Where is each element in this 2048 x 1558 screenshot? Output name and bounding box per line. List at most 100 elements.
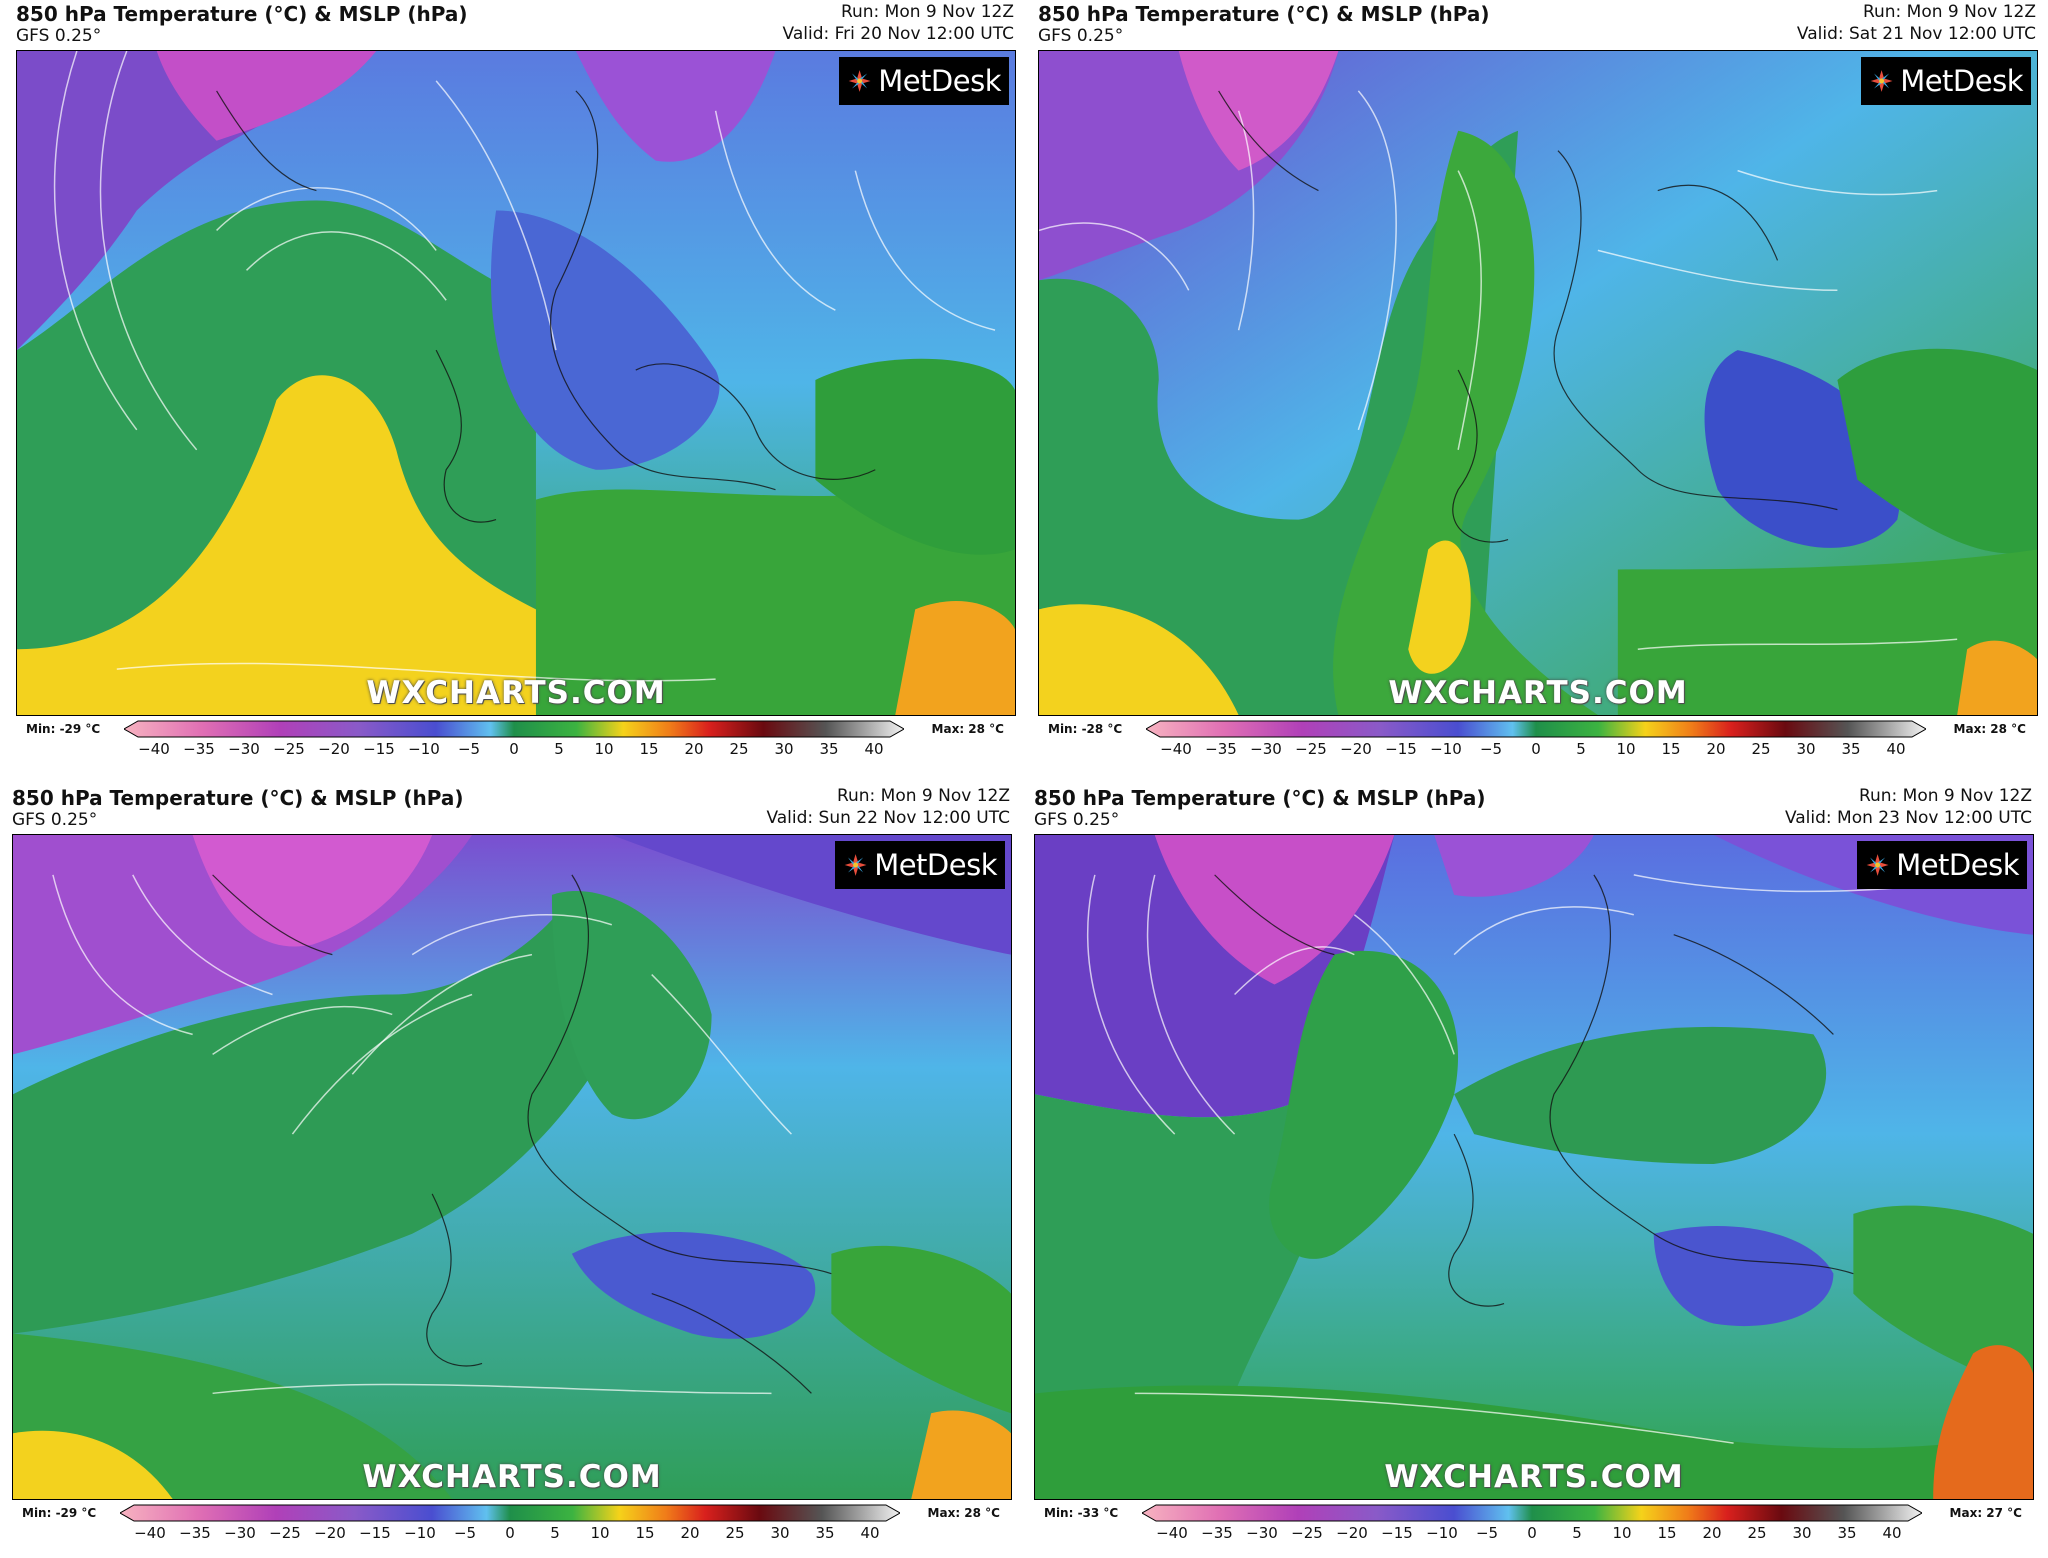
- colorbar-scale: [120, 1504, 900, 1522]
- chart-panel-1: 850 hPa Temperature (°C) & MSLP (hPa) GF…: [12, 0, 1022, 760]
- colorbar-tick-label: 40: [864, 740, 884, 758]
- colorbar-tick-label: −40: [1156, 1524, 1188, 1542]
- colorbar-tick-label: −10: [1430, 740, 1462, 758]
- colorbar-tick-label: 5: [554, 740, 564, 758]
- colorbar-tick-label: −25: [1295, 740, 1327, 758]
- min-temp-label: Min: -29 °C: [22, 1506, 97, 1520]
- colorbar-tick-label: −35: [1201, 1524, 1233, 1542]
- temperature-field: [17, 51, 1015, 715]
- colorbar-tick-label: 20: [1702, 1524, 1722, 1542]
- colorbar-tick-label: 0: [1531, 740, 1541, 758]
- valid-time-label: Valid: Fri 20 Nov 12:00 UTC: [782, 24, 1014, 44]
- colorbar-tick-label: −15: [1385, 740, 1417, 758]
- colorbar-tick-label: −15: [1381, 1524, 1413, 1542]
- colorbar-tick-label: 15: [1657, 1524, 1677, 1542]
- site-watermark: WXCHARTS.COM: [1384, 1459, 1684, 1495]
- forecast-map: MetDesk WXCHARTS.COM: [12, 834, 1012, 1500]
- colorbar-ticks: −40 −35 −30 −25 −20 −15 −10 −5 0 5 10 15 20 25 30 35 40: [1142, 1524, 1922, 1542]
- colorbar-tick-label: 20: [684, 740, 704, 758]
- model-label: GFS 0.25°: [16, 26, 102, 46]
- colorbar-tick-label: 30: [1796, 740, 1816, 758]
- colorbar-tick-label: −15: [359, 1524, 391, 1542]
- colorbar-tick-label: −40: [138, 740, 170, 758]
- colorbar-tick-label: −20: [314, 1524, 346, 1542]
- colorbar-tick-label: 30: [1792, 1524, 1812, 1542]
- colorbar-tick-label: 15: [1661, 740, 1681, 758]
- colorbar-tick-label: 15: [635, 1524, 655, 1542]
- colorbar-tick-label: 35: [1841, 740, 1861, 758]
- valid-time-label: Valid: Mon 23 Nov 12:00 UTC: [1784, 808, 2032, 828]
- temperature-field: [1035, 835, 2033, 1499]
- colorbar-tick-label: −20: [1336, 1524, 1368, 1542]
- colorbar-tick-label: −10: [1426, 1524, 1458, 1542]
- colorbar-tick-label: 25: [729, 740, 749, 758]
- colorbar-tick-label: −25: [269, 1524, 301, 1542]
- run-label: Run: Mon 9 Nov 12Z: [1858, 786, 2032, 806]
- logo-text: MetDesk: [878, 64, 1001, 98]
- run-label: Run: Mon 9 Nov 12Z: [840, 2, 1014, 22]
- min-temp-label: Min: -29 °C: [26, 722, 101, 736]
- forecast-map: MetDesk WXCHARTS.COM: [16, 50, 1016, 716]
- colorbar-tick-label: −35: [183, 740, 215, 758]
- site-watermark: WXCHARTS.COM: [362, 1459, 662, 1495]
- panel-title: 850 hPa Temperature (°C) & MSLP (hPa): [1038, 2, 1490, 26]
- colorbar-tick-label: 0: [505, 1524, 515, 1542]
- panel-title: 850 hPa Temperature (°C) & MSLP (hPa): [1034, 786, 1486, 810]
- forecast-map: MetDesk WXCHARTS.COM: [1038, 50, 2038, 716]
- colorbar: Min: -28 °C Max: 28 °C −40 −35 −30 −25 −20 −1…: [1038, 720, 2036, 760]
- logo-text: MetDesk: [874, 848, 997, 882]
- max-temp-label: Max: 28 °C: [931, 722, 1004, 736]
- colorbar-tick-label: −10: [408, 740, 440, 758]
- model-label: GFS 0.25°: [1038, 26, 1124, 46]
- colorbar-tick-label: 35: [819, 740, 839, 758]
- valid-time-label: Valid: Sun 22 Nov 12:00 UTC: [766, 808, 1010, 828]
- site-watermark: WXCHARTS.COM: [1388, 675, 1688, 711]
- colorbar-tick-label: 30: [770, 1524, 790, 1542]
- colorbar-tick-label: 40: [1882, 1524, 1902, 1542]
- colorbar-tick-label: −35: [179, 1524, 211, 1542]
- metdesk-star-icon: [844, 854, 867, 876]
- colorbar-tick-label: 0: [509, 740, 519, 758]
- valid-time-label: Valid: Sat 21 Nov 12:00 UTC: [1796, 24, 2036, 44]
- max-temp-label: Max: 28 °C: [927, 1506, 1000, 1520]
- colorbar-tick-label: −5: [1479, 740, 1503, 758]
- min-temp-label: Min: -33 °C: [1044, 1506, 1119, 1520]
- colorbar: Min: -29 °C Max: 28 °C −40 −35 −30 −25 −20 −1…: [16, 720, 1014, 760]
- colorbar-tick-label: −25: [273, 740, 305, 758]
- chart-panel-3: 850 hPa Temperature (°C) & MSLP (hPa) GF…: [8, 784, 1018, 1544]
- colorbar-tick-label: 5: [1572, 1524, 1582, 1542]
- colorbar-tick-label: 5: [1576, 740, 1586, 758]
- logo-text: MetDesk: [1896, 848, 2019, 882]
- colorbar-tick-label: 40: [1886, 740, 1906, 758]
- max-temp-label: Max: 28 °C: [1953, 722, 2026, 736]
- colorbar-tick-label: 25: [725, 1524, 745, 1542]
- colorbar-tick-label: −35: [1205, 740, 1237, 758]
- colorbar-tick-label: 10: [594, 740, 614, 758]
- colorbar-tick-label: −15: [363, 740, 395, 758]
- colorbar: Min: -33 °C Max: 27 °C −40 −35 −30 −25 −20 −1…: [1034, 1504, 2032, 1544]
- colorbar-tick-label: −10: [404, 1524, 436, 1542]
- colorbar-tick-label: 30: [774, 740, 794, 758]
- metdesk-star-icon: [1870, 70, 1893, 92]
- colorbar-tick-label: −40: [134, 1524, 166, 1542]
- site-watermark: WXCHARTS.COM: [366, 675, 666, 711]
- metdesk-star-icon: [1866, 854, 1889, 876]
- colorbar-tick-label: 35: [815, 1524, 835, 1542]
- chart-panel-4: 850 hPa Temperature (°C) & MSLP (hPa) GF…: [1030, 784, 2040, 1544]
- colorbar-tick-label: 20: [1706, 740, 1726, 758]
- colorbar-tick-label: 40: [860, 1524, 880, 1542]
- colorbar-tick-label: 10: [1612, 1524, 1632, 1542]
- metdesk-logo: MetDesk: [835, 841, 1005, 889]
- colorbar: Min: -29 °C Max: 28 °C −40 −35 −30 −25 −20 −1…: [12, 1504, 1010, 1544]
- colorbar-tick-label: 20: [680, 1524, 700, 1542]
- colorbar-ticks: −40 −35 −30 −25 −20 −15 −10 −5 0 5 10 15 20 25 30 35 40: [120, 1524, 900, 1542]
- colorbar-ticks: −40 −35 −30 −25 −20 −15 −10 −5 0 5 10 15 20 25 30 35 40: [124, 740, 904, 758]
- metdesk-logo: MetDesk: [839, 57, 1009, 105]
- metdesk-logo: MetDesk: [1861, 57, 2031, 105]
- colorbar-tick-label: −30: [1246, 1524, 1278, 1542]
- colorbar-tick-label: −30: [224, 1524, 256, 1542]
- colorbar-tick-label: −25: [1291, 1524, 1323, 1542]
- colorbar-tick-label: −5: [457, 740, 481, 758]
- colorbar-tick-label: −5: [1475, 1524, 1499, 1542]
- min-temp-label: Min: -28 °C: [1048, 722, 1123, 736]
